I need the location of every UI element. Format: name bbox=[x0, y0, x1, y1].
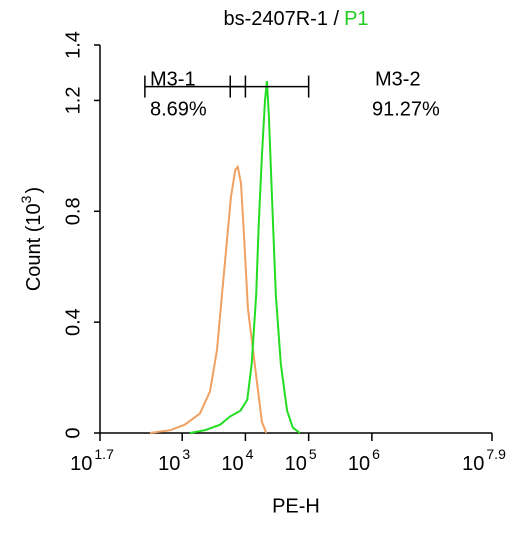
x-tick-label: 10 1.7 bbox=[70, 446, 114, 476]
x-tick-label: 10 3 bbox=[158, 446, 190, 476]
gate-name: M3-2 bbox=[375, 68, 421, 90]
x-tick-base: 10 bbox=[221, 453, 243, 475]
x-tick-base: 10 bbox=[285, 453, 307, 475]
x-tick-label: 10 5 bbox=[285, 446, 317, 476]
x-tick-label: 10 7.9 bbox=[462, 446, 506, 476]
y-tick-label: 1.2 bbox=[62, 87, 84, 115]
title-gate: P1 bbox=[344, 8, 368, 30]
chart-title: bs-2407R-1 /P1 bbox=[223, 8, 368, 30]
gate-percent: 91.27% bbox=[372, 98, 440, 120]
y-axis-label: Count (103) bbox=[18, 187, 46, 291]
histogram-line bbox=[149, 164, 268, 434]
y-label-text: Count (10 bbox=[23, 203, 45, 291]
gate-percent: 8.69% bbox=[150, 98, 207, 120]
x-tick-exp: 5 bbox=[309, 446, 317, 462]
gate-name: M3-1 bbox=[150, 68, 196, 90]
y-label-end: ) bbox=[23, 187, 45, 194]
y-tick-label: 0.4 bbox=[62, 308, 84, 336]
y-tick-label: 1.4 bbox=[62, 31, 84, 59]
x-tick-exp: 6 bbox=[372, 446, 380, 462]
y-tick-label: 0.8 bbox=[62, 197, 84, 225]
x-tick-label: 10 6 bbox=[348, 446, 380, 476]
x-tick-label: 10 4 bbox=[221, 446, 253, 476]
title-main: bs-2407R-1 / bbox=[223, 8, 339, 30]
x-tick-exp: 7.9 bbox=[486, 446, 506, 462]
x-tick-base: 10 bbox=[158, 453, 180, 475]
x-tick-base: 10 bbox=[348, 453, 370, 475]
histogram-line bbox=[189, 80, 301, 434]
y-tick-label: 0 bbox=[62, 427, 84, 438]
x-tick-exp: 1.7 bbox=[94, 446, 114, 462]
y-label-exp: 3 bbox=[18, 195, 34, 203]
x-tick-base: 10 bbox=[70, 453, 92, 475]
x-tick-exp: 3 bbox=[182, 446, 190, 462]
x-axis-label: PE-H bbox=[272, 495, 320, 517]
x-tick-base: 10 bbox=[462, 453, 484, 475]
x-tick-exp: 4 bbox=[246, 446, 254, 462]
